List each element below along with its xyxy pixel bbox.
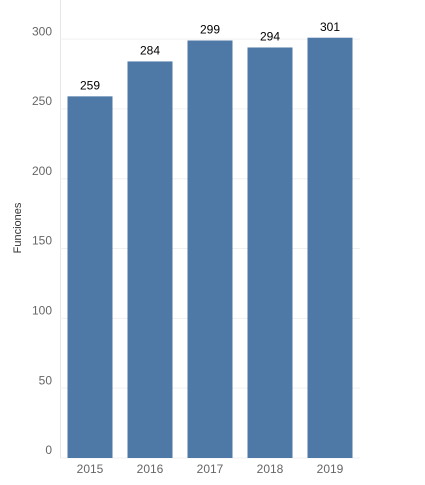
y-axis-label: Funciones bbox=[12, 202, 24, 253]
y-tick-label: 300 bbox=[32, 24, 52, 38]
bar bbox=[127, 61, 173, 458]
bar bbox=[247, 47, 293, 458]
x-tick-label: 2016 bbox=[137, 462, 164, 476]
y-tick-label: 150 bbox=[32, 234, 52, 248]
value-label: 301 bbox=[320, 20, 340, 34]
x-tick-label: 2018 bbox=[257, 462, 284, 476]
y-tick-label: 50 bbox=[39, 373, 53, 387]
y-tick-label: 250 bbox=[32, 94, 52, 108]
x-tick-label: 2017 bbox=[197, 462, 224, 476]
value-label: 259 bbox=[80, 79, 100, 93]
value-label: 284 bbox=[140, 44, 160, 58]
y-tick-label: 0 bbox=[45, 443, 52, 457]
y-tick-label: 100 bbox=[32, 304, 52, 318]
x-tick-label: 2015 bbox=[77, 462, 104, 476]
x-tick-label: 2019 bbox=[317, 462, 344, 476]
bar bbox=[187, 40, 233, 459]
y-tick-label: 200 bbox=[32, 164, 52, 178]
bar bbox=[307, 37, 353, 458]
value-label: 299 bbox=[200, 23, 220, 37]
value-label: 294 bbox=[260, 30, 280, 44]
bar bbox=[67, 96, 113, 458]
